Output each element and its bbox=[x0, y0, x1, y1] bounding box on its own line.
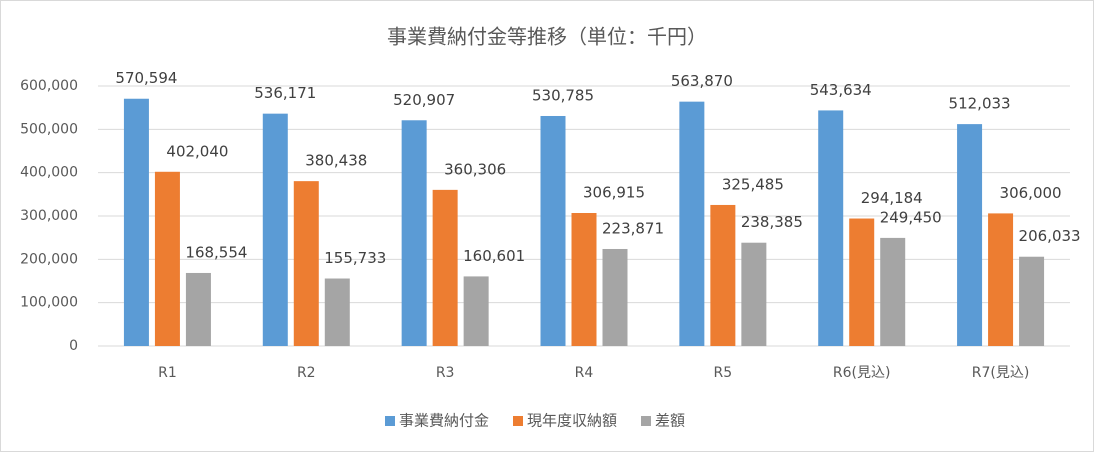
bar bbox=[154, 171, 180, 346]
y-tick-label: 300,000 bbox=[20, 208, 78, 224]
value-label: 223,871 bbox=[602, 219, 664, 237]
value-label: 530,785 bbox=[532, 86, 594, 104]
y-tick-label: 400,000 bbox=[20, 165, 78, 181]
value-label: 520,907 bbox=[393, 91, 455, 109]
value-label: 536,171 bbox=[254, 84, 316, 102]
bar bbox=[185, 272, 211, 346]
bar bbox=[849, 218, 875, 346]
value-label: 360,306 bbox=[444, 160, 506, 178]
chart-title: 事業費納付金等推移（単位：千円） bbox=[387, 25, 707, 49]
legend-swatch bbox=[513, 416, 523, 426]
value-label: 294,184 bbox=[861, 189, 923, 207]
bar bbox=[880, 237, 906, 346]
bar bbox=[293, 181, 319, 346]
y-tick-label: 100,000 bbox=[20, 295, 78, 311]
value-label: 402,040 bbox=[166, 142, 228, 160]
value-label: 570,594 bbox=[115, 69, 177, 87]
bar bbox=[324, 278, 350, 346]
value-label: 206,033 bbox=[1019, 227, 1081, 245]
value-label: 543,634 bbox=[810, 81, 872, 99]
x-tick-label: R6(見込) bbox=[833, 365, 891, 381]
value-label: 249,450 bbox=[880, 208, 942, 226]
bar bbox=[741, 242, 767, 346]
x-tick-label: R4 bbox=[575, 365, 594, 381]
legend-swatch bbox=[385, 416, 395, 426]
bar bbox=[401, 120, 427, 346]
value-label: 563,870 bbox=[671, 72, 733, 90]
legend-swatch bbox=[641, 416, 651, 426]
bar bbox=[818, 110, 844, 347]
x-tick-label: R7(見込) bbox=[972, 365, 1030, 381]
bar bbox=[988, 213, 1014, 346]
y-tick-label: 0 bbox=[69, 338, 78, 354]
bar bbox=[571, 213, 597, 346]
y-tick-label: 600,000 bbox=[20, 78, 78, 94]
y-tick-label: 200,000 bbox=[20, 251, 78, 267]
value-label: 306,000 bbox=[1000, 184, 1062, 202]
bar bbox=[1019, 256, 1045, 346]
value-label: 155,733 bbox=[324, 249, 386, 267]
x-tick-label: R3 bbox=[436, 365, 455, 381]
bar bbox=[262, 113, 288, 346]
value-label: 512,033 bbox=[949, 95, 1011, 113]
value-label: 325,485 bbox=[722, 175, 784, 193]
bar bbox=[463, 276, 489, 346]
value-label: 238,385 bbox=[741, 213, 803, 231]
bar bbox=[602, 248, 628, 346]
value-label: 160,601 bbox=[463, 247, 525, 265]
value-label: 168,554 bbox=[185, 243, 247, 261]
legend-label: 事業費納付金 bbox=[399, 412, 489, 430]
y-tick-label: 500,000 bbox=[20, 121, 78, 137]
bar bbox=[679, 101, 705, 346]
legend-label: 現年度収納額 bbox=[527, 412, 617, 430]
x-tick-label: R5 bbox=[714, 365, 733, 381]
value-label: 380,438 bbox=[305, 152, 367, 170]
bar bbox=[710, 204, 736, 346]
bar bbox=[540, 115, 566, 346]
bar bbox=[957, 124, 983, 346]
x-tick-label: R1 bbox=[158, 365, 177, 381]
bar bbox=[432, 189, 458, 346]
value-label: 306,915 bbox=[583, 184, 645, 202]
bar bbox=[123, 98, 149, 346]
x-tick-label: R2 bbox=[297, 365, 316, 381]
legend-label: 差額 bbox=[655, 412, 685, 430]
